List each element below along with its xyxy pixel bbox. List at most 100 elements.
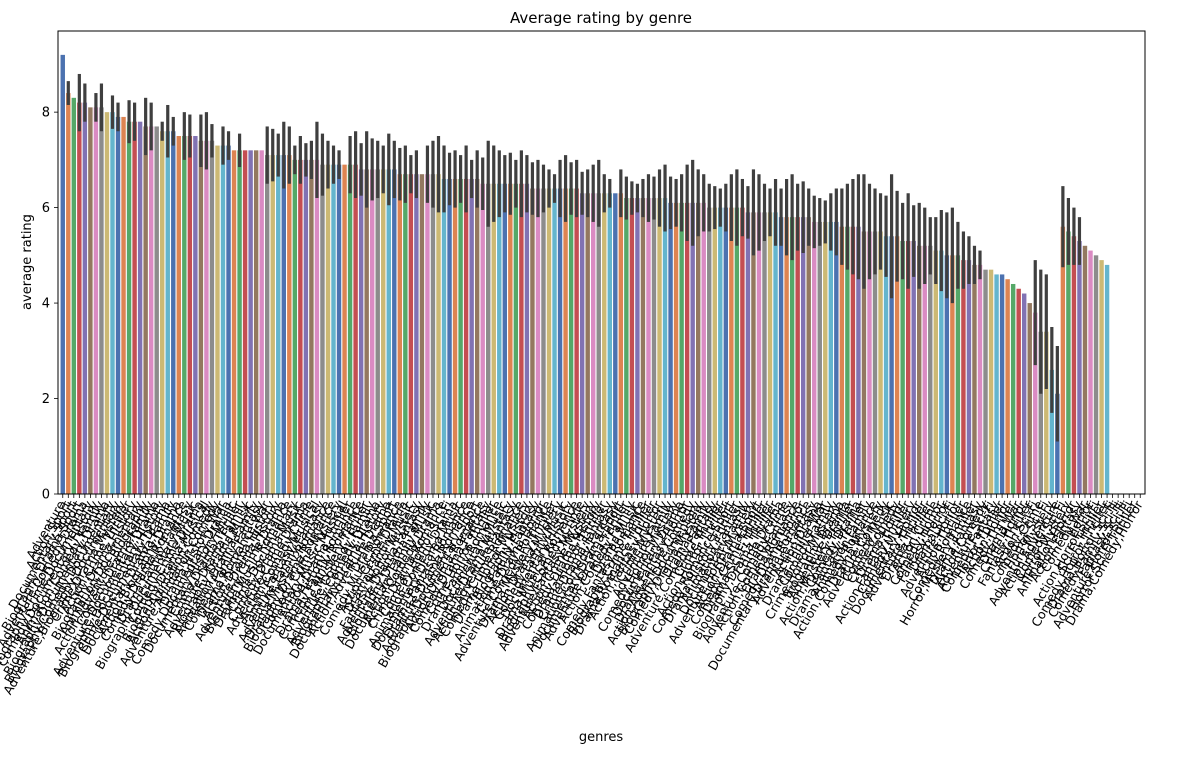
- bar: [673, 202, 679, 494]
- bar: [646, 198, 651, 494]
- bar: [684, 202, 690, 494]
- bar: [171, 131, 176, 495]
- bar: [1082, 245, 1088, 494]
- bar: [430, 174, 436, 494]
- bar: [602, 193, 607, 495]
- bar: [303, 159, 309, 494]
- chart-title: Average rating by genre: [510, 9, 692, 27]
- bar: [198, 140, 204, 494]
- bar: [1016, 288, 1021, 494]
- bar: [320, 164, 325, 494]
- bar: [690, 202, 695, 494]
- bar: [795, 217, 800, 494]
- bar: [148, 126, 154, 495]
- bar: [414, 174, 419, 494]
- bar: [729, 207, 734, 495]
- y-axis-ticks: 0 2 4 6 8: [42, 106, 58, 503]
- bar: [486, 183, 491, 495]
- bar: [773, 212, 778, 494]
- bar: [872, 231, 878, 494]
- bar: [961, 260, 966, 494]
- bar: [657, 198, 662, 494]
- bar: [541, 188, 546, 494]
- bar: [999, 274, 1005, 494]
- bar: [679, 202, 684, 494]
- bar: [812, 221, 817, 494]
- bar: [740, 207, 745, 495]
- bar: [88, 107, 93, 495]
- bar: [441, 178, 447, 494]
- bar: [491, 183, 496, 495]
- bar: [701, 202, 706, 494]
- bar: [640, 198, 646, 494]
- bar: [463, 178, 469, 494]
- x-axis-ticks: AdventureAction,SportDocumentary,SportBi…: [0, 494, 1146, 697]
- bar: [1060, 226, 1066, 494]
- bar: [751, 212, 756, 494]
- bar: [220, 145, 226, 494]
- bar: [497, 183, 502, 495]
- bar: [143, 126, 148, 495]
- bar: [248, 150, 253, 494]
- bar: [861, 231, 867, 494]
- bar: [436, 174, 441, 494]
- bar: [231, 150, 237, 494]
- bar: [552, 188, 557, 494]
- x-axis-label: genres: [579, 730, 624, 745]
- bar: [1044, 331, 1049, 494]
- bar: [828, 221, 834, 494]
- bar: [762, 212, 767, 494]
- bar: [668, 202, 673, 494]
- bar: [469, 178, 474, 494]
- y-axis-label: average rating: [20, 214, 35, 310]
- bar: [358, 169, 364, 495]
- bar: [883, 236, 889, 494]
- bar: [71, 97, 77, 494]
- y-tick-label: 4: [42, 297, 50, 312]
- bar: [1010, 283, 1016, 494]
- bar: [126, 121, 132, 494]
- bar: [1099, 260, 1104, 494]
- bar: [983, 269, 988, 494]
- bar: [364, 169, 369, 495]
- bar: [386, 169, 391, 495]
- bar: [137, 121, 143, 494]
- bar: [513, 183, 519, 495]
- bar: [182, 136, 187, 494]
- bar: [1005, 279, 1010, 494]
- bar: [557, 188, 563, 494]
- bar: [767, 212, 773, 494]
- bar: [867, 231, 872, 494]
- bar: [568, 188, 574, 494]
- bar: [292, 159, 298, 494]
- bar: [524, 183, 530, 495]
- y-tick-label: 6: [42, 201, 50, 216]
- bar: [966, 260, 972, 494]
- bar: [922, 245, 927, 494]
- bar: [408, 174, 414, 494]
- bar: [939, 250, 944, 494]
- bar: [1055, 393, 1060, 494]
- bar: [723, 207, 729, 495]
- bar: [718, 207, 723, 495]
- bar: [651, 198, 657, 494]
- bar: [585, 193, 590, 495]
- bar: [480, 183, 485, 495]
- bar: [347, 164, 353, 494]
- bar: [784, 217, 789, 494]
- bar: [110, 112, 115, 494]
- bar: [60, 54, 65, 495]
- bar: [375, 169, 380, 495]
- bar: [309, 159, 314, 494]
- bar: [253, 150, 259, 494]
- bar: [624, 198, 629, 494]
- bar: [856, 226, 861, 494]
- bar: [226, 145, 231, 494]
- bar: [530, 188, 535, 494]
- bar: [353, 164, 358, 494]
- bar: [336, 164, 342, 494]
- bar: [1033, 312, 1038, 494]
- bar: [160, 131, 165, 495]
- bar: [176, 136, 182, 494]
